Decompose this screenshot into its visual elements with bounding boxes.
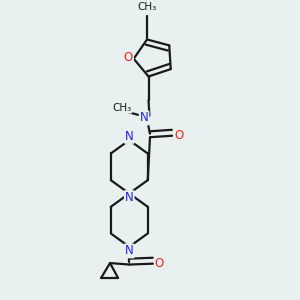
Text: N: N bbox=[125, 244, 134, 257]
Text: N: N bbox=[125, 191, 134, 204]
Text: N: N bbox=[140, 112, 148, 124]
Text: CH₃: CH₃ bbox=[137, 2, 157, 13]
Text: O: O bbox=[155, 256, 164, 270]
Text: O: O bbox=[174, 129, 183, 142]
Text: N: N bbox=[125, 130, 134, 143]
Text: O: O bbox=[124, 51, 133, 64]
Text: CH₃: CH₃ bbox=[112, 103, 131, 112]
